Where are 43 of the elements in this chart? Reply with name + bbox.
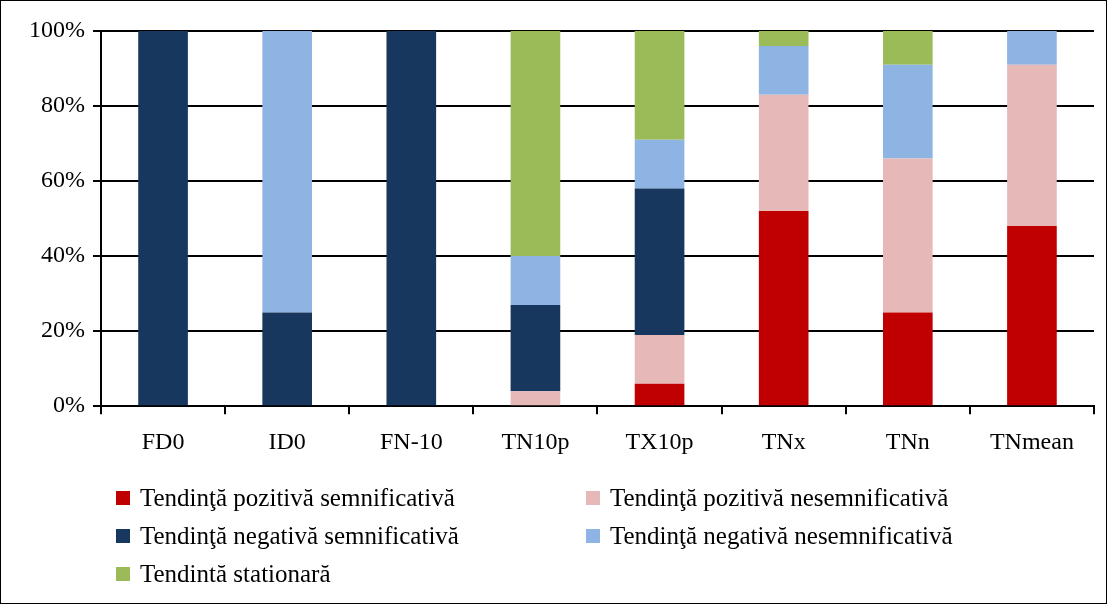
legend-label: Tendinţă pozitivă nesemnificativă — [610, 484, 949, 512]
bar — [882, 312, 933, 406]
x-tick-label: FD0 — [141, 427, 185, 454]
bar — [882, 31, 933, 65]
x-tick-label: TNx — [761, 427, 806, 454]
x-tick-label: TNn — [885, 427, 930, 454]
y-tick-label: 20% — [40, 316, 85, 343]
y-tick-label: 60% — [40, 166, 85, 193]
bar — [758, 46, 809, 95]
legend-label: Tendintă stationară — [140, 560, 331, 588]
bar — [758, 31, 809, 47]
x-tick-label: TN10p — [501, 427, 570, 454]
x-tick-label: TNmean — [989, 427, 1074, 454]
bar — [1007, 31, 1057, 65]
bar — [758, 211, 809, 406]
legend-label: Tendinţă negativă semnificativă — [140, 522, 459, 550]
legend-label: Tendinţă pozitivă semnificativă — [140, 484, 455, 512]
bar — [634, 139, 685, 189]
bar — [634, 383, 685, 406]
x-tick-label: TX10p — [625, 427, 694, 454]
bar — [1007, 226, 1057, 406]
y-tick-label: 40% — [40, 241, 85, 268]
bar — [510, 391, 561, 406]
bar — [882, 158, 933, 313]
y-tick-label: 0% — [52, 391, 85, 418]
legend-label: Tendinţă negativă nesemnificativă — [610, 522, 953, 550]
bar — [262, 312, 313, 406]
bar — [510, 31, 561, 257]
x-tick-label: ID0 — [268, 427, 306, 454]
bar — [634, 31, 685, 140]
bar — [882, 64, 933, 159]
y-tick-label: 100% — [28, 16, 85, 43]
bar — [1007, 64, 1057, 227]
bar — [262, 31, 313, 313]
bar — [386, 31, 437, 406]
bar — [510, 304, 561, 392]
bar — [510, 256, 561, 305]
bar — [758, 94, 809, 212]
y-tick-label: 80% — [40, 91, 85, 118]
x-tick-label: FN-10 — [379, 427, 443, 454]
bar — [634, 334, 685, 384]
bar — [138, 31, 188, 406]
bar — [634, 188, 685, 335]
